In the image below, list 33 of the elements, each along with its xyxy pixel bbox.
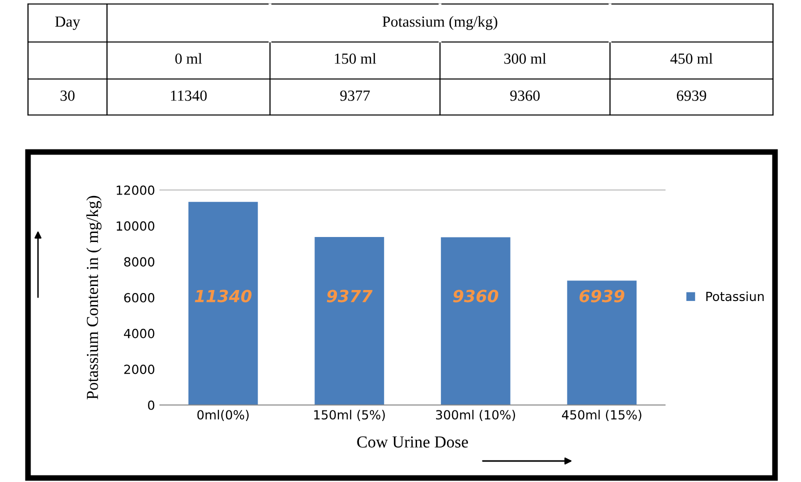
data-label: 9377 (326, 290, 373, 302)
text: Potassium (mg/kg) (382, 16, 498, 30)
y-tick-label: 4000 (124, 328, 154, 338)
x-tick-label: 0ml(0%) (197, 410, 249, 422)
y-tick-label: 2000 (124, 364, 154, 374)
y-tick-label: 8000 (124, 257, 154, 267)
bar (188, 202, 258, 405)
text: 11340 (171, 90, 207, 101)
bar (440, 237, 510, 405)
y-axis-title: Potassium Content in ( mg/kg) (86, 196, 102, 400)
text: 150 ml (334, 53, 376, 64)
y-tick-label: 12000 (116, 185, 154, 195)
y-tick-label: 10000 (116, 221, 154, 231)
text: Day (55, 16, 80, 30)
x-tick-label: 450ml (15%) (562, 410, 642, 422)
y-tick-label: 6000 (124, 292, 154, 302)
x-tick-label: 150ml (5%) (314, 410, 385, 422)
text: 450 ml (670, 53, 713, 64)
data-label: 9360 (453, 290, 498, 302)
text: 9377 (340, 90, 370, 101)
text: 9360 (510, 90, 540, 101)
legend-label: Potassiun (706, 291, 764, 302)
x-axis-title: Cow Urine Dose (357, 436, 468, 448)
bar (567, 280, 637, 405)
bar (314, 236, 384, 405)
text: 0 ml (175, 53, 202, 64)
text: 6939 (676, 90, 706, 101)
x-tick-label: 300ml (10%) (436, 410, 516, 422)
y-tick-label: 0 (148, 400, 154, 410)
text: 300 ml (504, 53, 546, 64)
data-label: 11340 (194, 290, 252, 302)
data-label: 6939 (580, 290, 624, 302)
text: 30 (60, 90, 75, 101)
